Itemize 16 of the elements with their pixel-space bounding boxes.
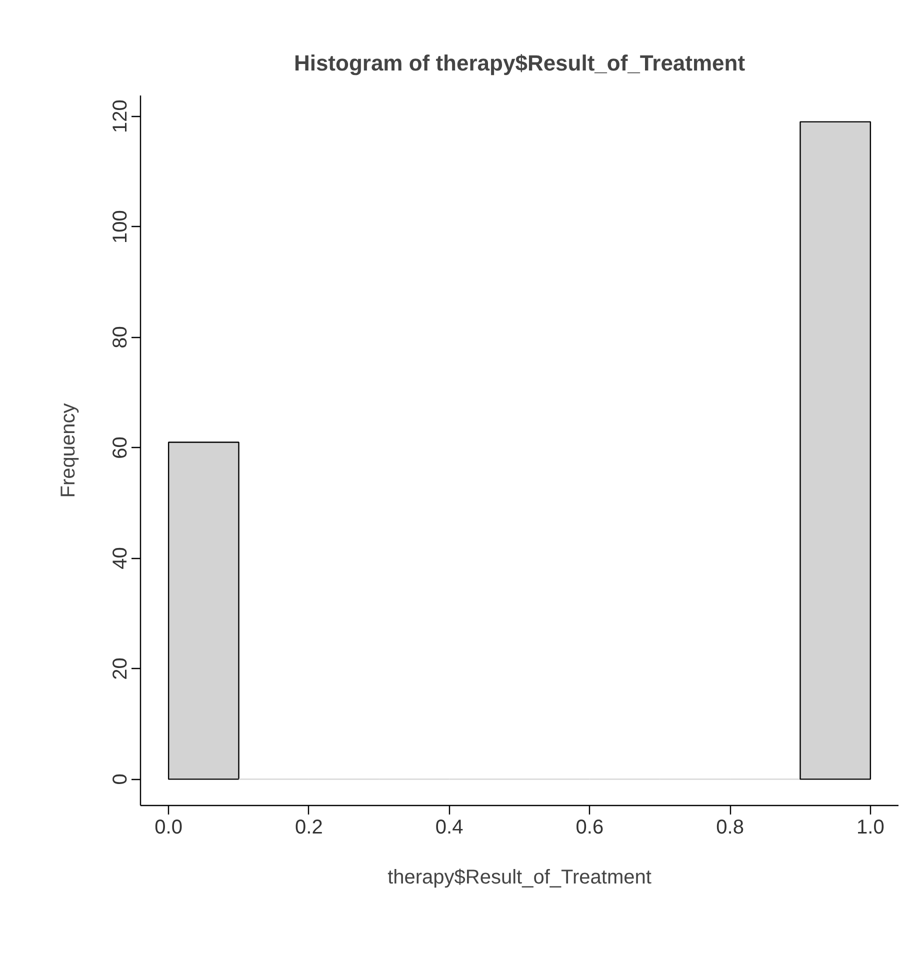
y-tick-label: 120 — [110, 100, 132, 133]
x-tick-label: 0.0 — [154, 816, 182, 838]
x-axis-title: therapy$Result_of_Treatment — [388, 866, 652, 888]
y-tick-label: 60 — [110, 436, 132, 459]
y-tick-label: 80 — [110, 326, 132, 348]
y-tick-label: 100 — [110, 210, 132, 244]
x-tick-label: 0.2 — [295, 816, 323, 838]
x-tick-label: 0.6 — [576, 816, 604, 838]
x-tick-label: 1.0 — [856, 816, 884, 838]
chart-title: Histogram of therapy$Result_of_Treatment — [294, 50, 746, 76]
y-tick-label: 40 — [110, 547, 132, 570]
y-tick-label: 0 — [110, 774, 132, 785]
x-tick-label: 0.4 — [435, 816, 464, 838]
y-axis-title: Frequency — [58, 403, 80, 498]
x-tick-label: 0.8 — [716, 816, 744, 838]
y-tick-label: 20 — [110, 658, 132, 680]
